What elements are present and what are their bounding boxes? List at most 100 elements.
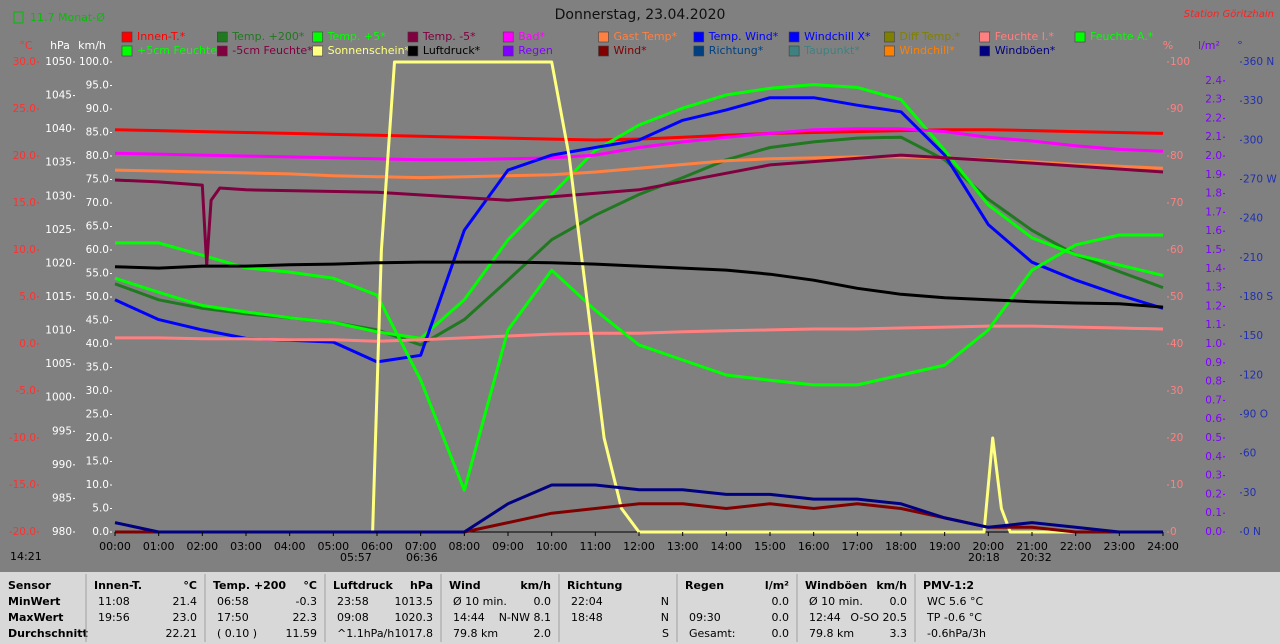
legend-swatch <box>407 45 419 57</box>
x-tick-label: 18:00 <box>885 540 917 553</box>
legend-swatch <box>693 31 705 43</box>
y-tick-label: 2.0 <box>1205 150 1222 162</box>
axis-unit: l/m² <box>1198 39 1220 52</box>
legend-swatch <box>502 45 514 57</box>
y-tick-label: 1035 <box>45 157 72 169</box>
x-tick-label: 24:00 <box>1147 540 1179 553</box>
table-cell: 0.0 <box>534 595 552 608</box>
table-header: hPa <box>410 579 433 592</box>
y-tick-label: 2.4 <box>1205 75 1222 87</box>
y-tick-label: -20.0 <box>9 526 36 538</box>
y-tick-label: 20.0 <box>13 150 36 162</box>
y-tick-label: 5.0 <box>19 291 36 303</box>
table-header: °C <box>303 579 317 592</box>
y-tick-label: 2.2 <box>1205 112 1222 124</box>
x-tick-label: 08:00 <box>448 540 480 553</box>
table-cell: WC 5.6 °C <box>927 595 984 608</box>
legend-label: Richtung* <box>709 44 764 57</box>
y-tick-label: 10.0 <box>86 479 109 491</box>
y-tick-label: 270 W <box>1243 174 1277 186</box>
series-line <box>114 127 1164 162</box>
table-cell: Ø 10 min. <box>809 595 863 608</box>
legend-label: Temp. +5* <box>327 30 387 43</box>
y-tick-label: 0.3 <box>1205 470 1222 482</box>
x-tick-label: 21:00 <box>1016 540 1048 553</box>
y-tick-label: 15.0 <box>13 197 36 209</box>
y-tick-label: -10.0 <box>9 432 36 444</box>
y-tick-label: 80 <box>1170 150 1183 162</box>
y-tick-label: 1.0 <box>1205 338 1222 350</box>
y-tick-label: 1045 <box>45 90 72 102</box>
y-tick-label: 0.0 <box>1205 526 1222 538</box>
legend-swatch <box>217 45 228 57</box>
table-bg <box>0 572 1280 644</box>
y-tick-label: 1.8 <box>1205 188 1222 200</box>
legend-swatch <box>598 45 609 57</box>
legend-label: +5cm Feuchte* <box>137 44 223 57</box>
y-tick-label: 985 <box>52 492 72 504</box>
y-tick-label: 1.7 <box>1205 206 1222 218</box>
axis-unit: km/h <box>78 39 106 52</box>
legend-label: Luftdruck* <box>423 44 481 57</box>
y-tick-label: 0 <box>1170 526 1177 538</box>
y-tick-label: 45.0 <box>86 315 109 327</box>
y-tick-label: 2.3 <box>1205 94 1222 106</box>
table-cell: 19:56 <box>98 611 130 624</box>
y-tick-label: 1015 <box>45 291 72 303</box>
y-tick-label: 55.0 <box>86 268 109 280</box>
sun-time: 06:36 <box>406 551 438 564</box>
legend-swatch <box>217 31 228 43</box>
legend-label: Wind* <box>614 44 648 57</box>
legend-label: Temp. Wind* <box>708 30 779 43</box>
y-tick-label: 300 <box>1243 134 1263 146</box>
y-tick-label: 1030 <box>45 190 72 202</box>
table-cell: MaxWert <box>8 611 63 624</box>
table-cell: Durchschnitt <box>8 627 88 640</box>
table-header: Richtung <box>567 579 622 592</box>
table-cell: 09:08 <box>337 611 369 624</box>
y-tick-label: 1.4 <box>1205 263 1222 275</box>
y-tick-label: 30 <box>1170 385 1183 397</box>
y-tick-label: 60.0 <box>86 244 109 256</box>
legend-label: Temp. +200* <box>231 30 305 43</box>
series-line <box>115 324 1164 343</box>
legend-label: Windchill* <box>899 44 955 57</box>
x-tick-label: 13:00 <box>667 540 699 553</box>
y-tick-label: 210 <box>1243 252 1263 264</box>
table-header: km/h <box>520 579 551 592</box>
axis-unit: % <box>1163 39 1173 52</box>
table-cell: 0.0 <box>772 611 790 624</box>
y-tick-label: 90 <box>1170 103 1183 115</box>
sun-time: 20:32 <box>1020 551 1052 564</box>
legend-swatch <box>884 45 895 57</box>
legend-label: Feuchte A.* <box>1090 30 1154 43</box>
y-tick-label: 30.0 <box>86 385 109 397</box>
y-tick-label: 990 <box>52 459 72 471</box>
x-tick-label: 04:00 <box>274 540 306 553</box>
legend-swatch <box>788 45 800 57</box>
y-tick-label: 70 <box>1170 197 1183 209</box>
table-cell: -0.3 <box>296 595 317 608</box>
station: Station Göritzhain <box>1184 9 1274 20</box>
y-tick-label: 150 <box>1243 330 1263 342</box>
y-tick-label: 70.0 <box>86 197 109 209</box>
table-cell: 22.3 <box>293 611 318 624</box>
legend-swatch <box>312 31 323 43</box>
legend-label: Bad* <box>518 30 545 43</box>
table-header: Wind <box>449 579 481 592</box>
table-cell: MinWert <box>8 595 60 608</box>
y-tick-label: 40.0 <box>86 338 109 350</box>
table-cell: 22:04 <box>571 595 603 608</box>
x-tick-label: 22:00 <box>1060 540 1092 553</box>
y-tick-label: 90 O <box>1243 409 1268 421</box>
table-cell: 1013.5 <box>395 595 434 608</box>
legend-swatch <box>979 45 991 57</box>
table-cell: 0.0 <box>772 595 790 608</box>
y-tick-label: 50.0 <box>86 291 109 303</box>
table-cell: 18:48 <box>571 611 603 624</box>
table-cell: ( 0.10 ) <box>217 627 257 640</box>
y-tick-label: 25.0 <box>86 409 109 421</box>
y-tick-label: 0.6 <box>1205 413 1222 425</box>
series-line <box>114 260 1164 309</box>
